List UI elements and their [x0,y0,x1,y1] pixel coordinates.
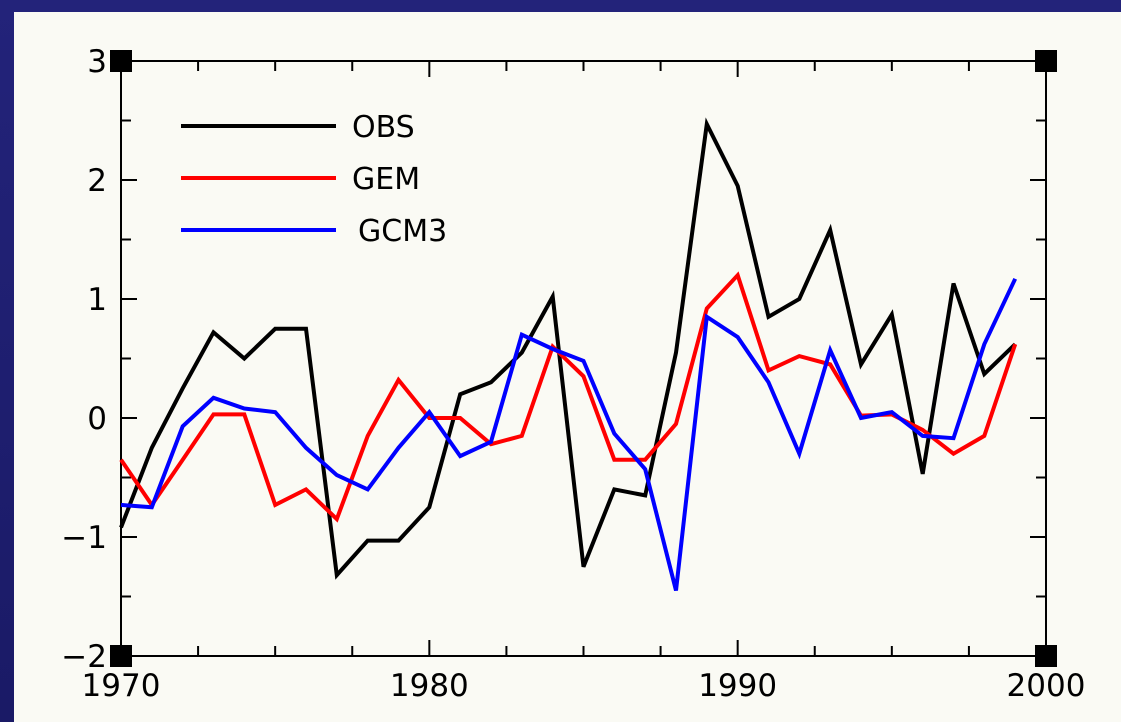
y-tick-label: 2 [87,163,107,199]
legend-label-obs: OBS [352,110,415,145]
y-tick-label: 3 [87,44,107,80]
legend-label-gem: GEM [352,162,420,197]
y-tick-label: 1 [87,282,107,318]
series-line-gcm3 [120,277,1018,591]
y-tick-label: 0 [87,401,107,437]
line-chart: 1970 1980 1990 2000 −2 −1 0 1 2 3 OBS GEM GCM3 [61,44,1086,704]
series-line-obs [119,117,1017,580]
x-tick-label: 2000 [1007,668,1086,704]
x-tick-label: 1980 [390,668,469,704]
y-tick-label: −1 [61,520,107,556]
legend-label-gcm3: GCM3 [358,214,447,249]
x-tick-label: 1990 [698,668,777,704]
corner-marker [110,645,132,667]
corner-marker [1035,645,1057,667]
x-tick-label: 1970 [82,668,161,704]
y-tick-label: −2 [61,639,107,675]
series-line-gem [119,271,1018,523]
corner-marker [110,50,132,72]
chart-panel: 1970 1980 1990 2000 −2 −1 0 1 2 3 OBS GEM GCM3 [14,12,1121,722]
corner-marker [1035,50,1057,72]
